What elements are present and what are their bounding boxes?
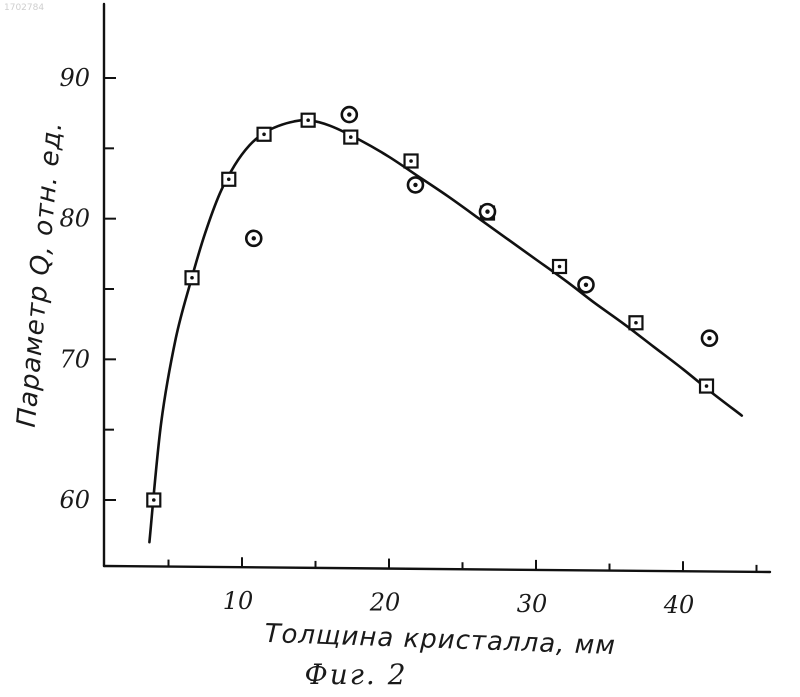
x-tick-label: 10 xyxy=(223,587,254,615)
figure-caption: Фиг. 2 xyxy=(304,658,407,691)
square-point xyxy=(146,492,162,508)
x-axis-line xyxy=(102,564,772,574)
square-point xyxy=(300,112,316,128)
y-tick-label: 60 xyxy=(59,486,90,514)
square-point xyxy=(184,270,200,286)
y-axis-label: Параметр Q, отн. ед. xyxy=(12,120,69,429)
x-axis-label: Толщина кристалла, мм xyxy=(264,619,616,661)
fit-curve xyxy=(148,118,744,544)
x-tick-label: 30 xyxy=(517,590,548,618)
y-tick-label: 80 xyxy=(59,205,90,233)
square-point xyxy=(403,153,419,169)
circle-point xyxy=(406,176,425,194)
square-point xyxy=(343,129,359,145)
circle-point xyxy=(478,202,497,221)
x-tick-label: 20 xyxy=(369,589,401,617)
square-point xyxy=(221,171,237,187)
circle-point xyxy=(577,275,595,294)
y-tick-label: 70 xyxy=(59,345,90,373)
square-point xyxy=(628,315,644,331)
x-tick-label: 40 xyxy=(663,591,695,619)
circle-point xyxy=(700,329,719,348)
data-points xyxy=(146,105,719,508)
corner-text: 1702784 xyxy=(4,3,44,13)
circle-point xyxy=(244,229,263,248)
square-point xyxy=(256,126,272,142)
square-point xyxy=(551,258,568,275)
y-tick-label: 90 xyxy=(59,64,90,92)
axes xyxy=(102,2,772,574)
circle-point xyxy=(340,105,359,124)
square-point xyxy=(698,378,715,394)
ticks: 10 20 30 40 60 70 80 90 xyxy=(59,64,758,619)
